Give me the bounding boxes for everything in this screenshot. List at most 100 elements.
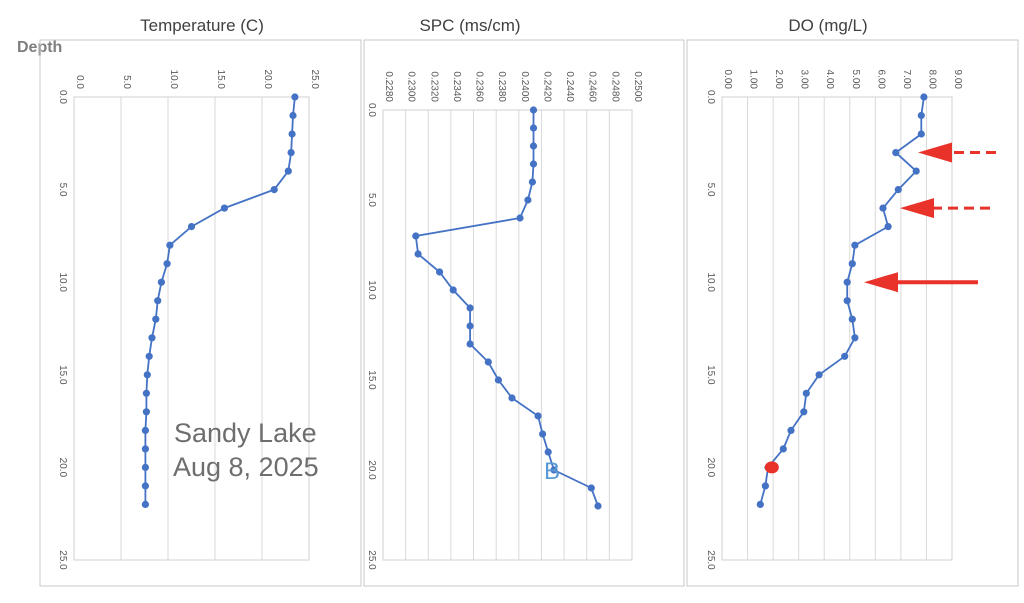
spc-x-tick-label: 0.2480 — [609, 71, 620, 102]
do-x-tick-label: 2.00 — [773, 70, 784, 90]
spc-data-point — [484, 358, 492, 366]
spc-y-tick-label: 20.0 — [366, 460, 377, 480]
temperature-data-point — [145, 352, 153, 360]
spc-y-tick-label: 10.0 — [366, 280, 377, 300]
temperature-y-tick-label: 5.0 — [57, 183, 68, 197]
spc-panel-border — [363, 39, 685, 587]
do-data-point — [892, 149, 900, 157]
spc-x-tick-label: 0.2300 — [406, 71, 417, 102]
do-data-point — [787, 426, 795, 434]
temperature-data-point — [141, 500, 149, 508]
temperature-data-point — [154, 297, 162, 305]
temperature-data-point — [291, 93, 299, 101]
spc-data-point — [544, 448, 552, 456]
do-data-point — [851, 241, 859, 249]
temperature-data-point — [163, 260, 171, 268]
spc-x-tick-label: 0.2340 — [451, 71, 462, 102]
temperature-data-point — [142, 408, 150, 416]
do-panel: DO (mg/L) 0.00 1.00 2.00 3.00 4.00 5.00 6.00 7.… — [686, 16, 1019, 587]
do-data-point — [848, 315, 856, 323]
do-x-tick-label: 7.00 — [901, 70, 912, 90]
temperature-data-point — [289, 111, 297, 120]
temperature-data-point — [284, 167, 292, 175]
spc-panel: SPC (ms/cm) 0.2280 0.2300 0.2320 0.2340 0.23… — [363, 16, 685, 587]
temperature-data-point — [148, 334, 156, 342]
do-data-point — [756, 500, 764, 508]
temperature-data-point — [220, 204, 228, 212]
temperature-y-tick-label: 20.0 — [57, 458, 68, 478]
spc-data-point — [534, 412, 542, 420]
spc-y-tick-label: 15.0 — [366, 370, 377, 390]
do-data-point — [920, 93, 928, 101]
spc-data-point — [539, 430, 547, 438]
temperature-data-point — [287, 149, 295, 157]
temperature-data-point — [141, 445, 149, 453]
spc-x-tick-label: 0.2320 — [428, 71, 439, 102]
spc-y-tick-label: 25.0 — [366, 550, 377, 570]
do-panel-border — [686, 39, 1019, 587]
temperature-panel: Temperature (C) 0.0 5.0 10.0 15.0 20.0 25.0 0.… — [39, 16, 362, 587]
temperature-x-tick-label: 0.0 — [74, 75, 85, 89]
do-x-tick-label: 9.00 — [952, 70, 963, 90]
do-plot-area — [721, 96, 953, 561]
spc-data-point — [587, 484, 595, 492]
temperature-x-tick-label: 25.0 — [309, 70, 320, 90]
spc-plot-area — [382, 109, 633, 561]
temperature-chart-title: Temperature (C) — [140, 16, 264, 35]
spc-data-point — [516, 214, 524, 222]
spc-data-point — [528, 178, 537, 186]
spc-profile-line — [414, 110, 599, 507]
spc-x-tick-label: 0.2420 — [541, 71, 552, 102]
do-y-tick-label: 10.0 — [705, 272, 716, 292]
spc-x-tick-label: 0.2380 — [496, 71, 507, 102]
temperature-panel-border — [39, 39, 362, 587]
do-data-point — [779, 445, 787, 453]
spc-x-tick-label: 0.2460 — [587, 71, 598, 102]
do-x-tick-label: 6.00 — [875, 70, 886, 90]
spc-data-point — [449, 286, 457, 294]
temperature-data-point — [143, 371, 151, 379]
spc-data-point — [529, 106, 538, 114]
temperature-data-point — [288, 130, 296, 138]
do-arrow-head — [864, 272, 898, 293]
do-data-point — [761, 482, 770, 490]
temperature-x-tick-label: 15.0 — [215, 70, 226, 90]
do-highlight-point — [764, 461, 779, 474]
do-data-point — [894, 186, 902, 194]
do-y-tick-label: 5.0 — [705, 183, 716, 197]
spc-data-point — [466, 322, 474, 330]
temperature-x-tick-label: 10.0 — [168, 70, 179, 90]
do-data-point — [848, 260, 856, 268]
do-data-point — [851, 334, 859, 342]
do-x-tick-label: 5.00 — [850, 70, 861, 90]
temperature-data-point — [270, 186, 278, 194]
do-y-tick-label: 15.0 — [705, 365, 716, 385]
spc-data-point — [436, 268, 444, 276]
spc-data-point — [466, 340, 474, 348]
do-data-point — [802, 389, 810, 397]
temperature-data-point — [141, 482, 149, 490]
panel-letter-b: B — [544, 458, 560, 485]
do-data-point — [884, 223, 892, 231]
lake-name-annotation: Sandy Lake — [174, 418, 317, 448]
spc-data-point — [594, 502, 602, 510]
spc-chart-title: SPC (ms/cm) — [419, 16, 520, 35]
do-x-tick-label: 4.00 — [824, 70, 835, 90]
do-y-tick-label: 0.0 — [705, 90, 716, 104]
spc-data-point — [529, 124, 538, 132]
spc-data-point — [550, 466, 558, 474]
spc-data-point — [508, 394, 516, 402]
temperature-y-tick-label: 25.0 — [57, 550, 68, 570]
do-y-tick-label: 25.0 — [705, 550, 716, 570]
spc-x-tick-label: 0.2440 — [564, 71, 575, 102]
temperature-y-tick-label: 0.0 — [57, 90, 68, 104]
do-data-point — [815, 371, 823, 379]
do-data-point — [800, 408, 808, 416]
do-data-point — [912, 167, 920, 175]
spc-x-tick-label: 0.2360 — [474, 71, 485, 102]
spc-x-tick-label: 0.2500 — [632, 71, 643, 102]
do-y-tick-label: 20.0 — [705, 458, 716, 478]
spc-data-point — [412, 232, 420, 240]
spc-x-tick-label: 0.2280 — [383, 71, 394, 102]
